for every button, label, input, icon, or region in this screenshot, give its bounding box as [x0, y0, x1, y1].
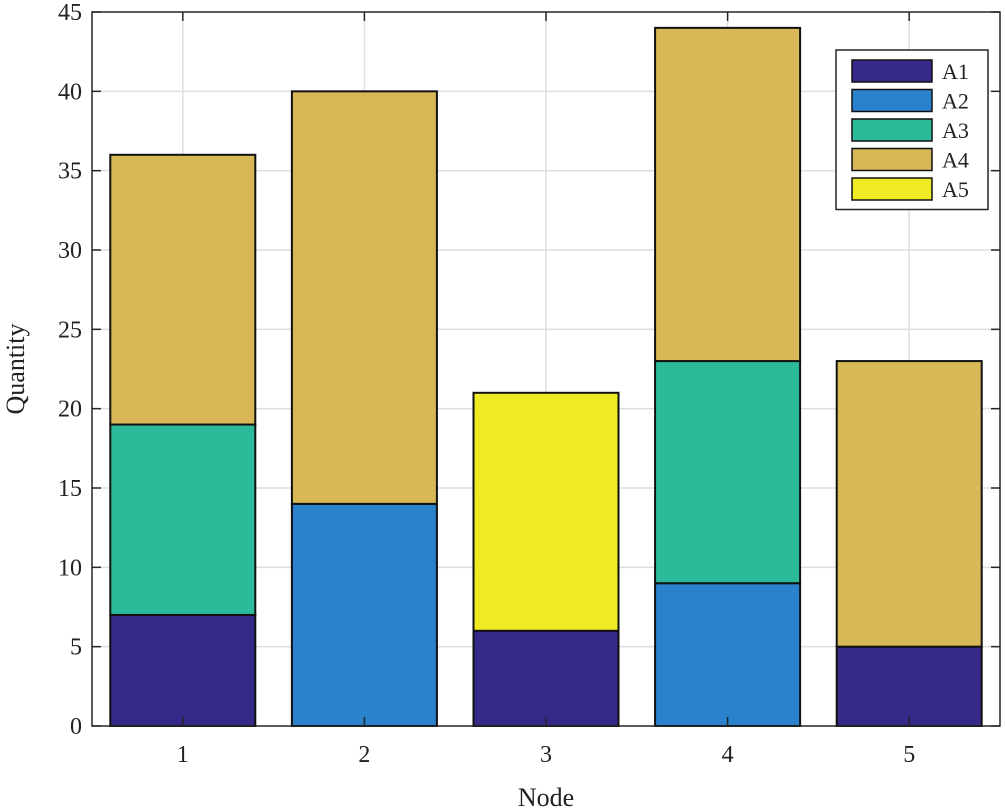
y-tick-label: 40	[58, 79, 82, 105]
x-tick-label: 5	[903, 742, 915, 768]
legend-label-a3: A3	[942, 118, 969, 143]
bar-segment-a4-node-1	[109, 153, 257, 426]
bar-segment-a1-node-5	[835, 645, 983, 728]
legend-label-a5: A5	[942, 177, 969, 202]
legend-swatch-a5	[851, 177, 933, 201]
legend: A1 A2 A3 A4 A5	[835, 49, 989, 211]
bar-segment-a3-node-1	[109, 423, 257, 616]
bar-segment-a3-node-4	[654, 360, 802, 585]
y-tick-label: 5	[70, 635, 82, 661]
legend-label-a1: A1	[942, 59, 969, 84]
x-tick-label: 3	[540, 742, 552, 768]
y-tick-label: 0	[70, 714, 82, 740]
bar-segment-a1-node-3	[472, 629, 620, 727]
bar-segment-a4-node-2	[290, 90, 438, 505]
bar-segment-a4-node-5	[835, 360, 983, 648]
legend-swatch-a1	[851, 59, 933, 83]
y-tick-label: 30	[58, 238, 82, 264]
y-tick-label: 45	[58, 0, 82, 26]
y-tick-label: 15	[58, 476, 82, 502]
bar-segment-a5-node-3	[472, 391, 620, 632]
bar-segment-a4-node-4	[654, 26, 802, 363]
legend-label-a4: A4	[942, 148, 969, 173]
bar-segment-a2-node-4	[654, 582, 802, 728]
x-axis-title: Node	[518, 783, 574, 812]
y-tick-label: 25	[58, 317, 82, 343]
legend-swatch-a2	[851, 88, 933, 113]
y-tick-label: 10	[58, 555, 82, 581]
y-axis-title: Quantity	[1, 324, 30, 415]
y-tick-label: 20	[58, 397, 82, 423]
legend-swatch-a4	[851, 147, 933, 172]
bar-segment-a2-node-2	[290, 502, 438, 727]
y-tick-label: 35	[58, 159, 82, 185]
legend-swatch-a3	[851, 118, 933, 142]
x-tick-label: 1	[177, 742, 189, 768]
bars	[109, 26, 983, 728]
bar-segment-a1-node-1	[109, 613, 257, 728]
legend-label-a2: A2	[942, 89, 969, 114]
x-tick-label: 2	[358, 742, 370, 768]
x-tick-label: 4	[722, 742, 734, 768]
